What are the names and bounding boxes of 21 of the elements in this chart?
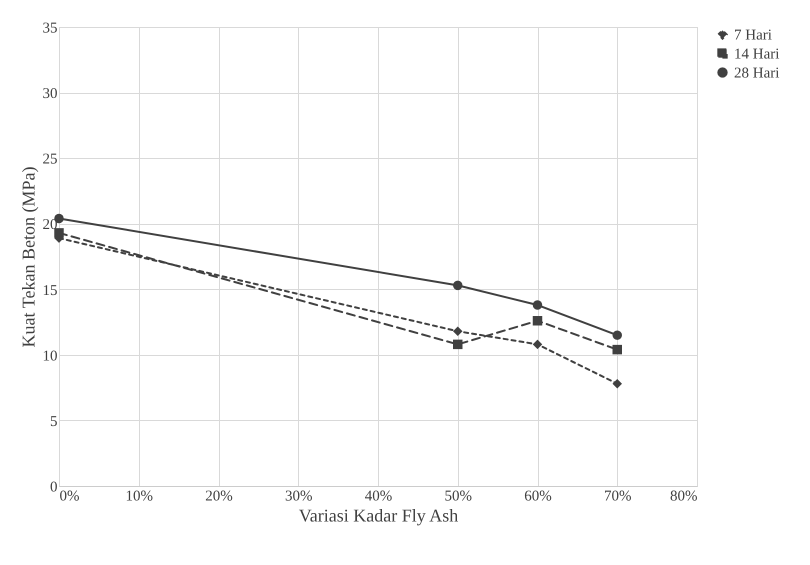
y-tick-label: 5 [50,414,58,430]
y-tick-label: 35 [42,20,58,36]
x-tick-label: 20% [205,488,233,504]
x-tick-label: 10% [126,488,153,504]
legend-label: 14 Hari [734,46,780,62]
x-tick-label: 40% [364,488,392,504]
y-tick-label: 0 [50,480,58,496]
x-tick-label: 30% [285,488,312,504]
legend-label: 28 Hari [734,66,780,82]
x-tick-label: 70% [604,488,632,504]
x-tick-label: 60% [524,488,552,504]
x-tick-label: 80% [670,488,698,504]
y-tick-label: 10 [42,348,58,364]
x-tick-label: 50% [444,488,472,504]
legend-label: 7 Hari [734,28,772,44]
y-axis-title: Kuat Tekan Beton (MPa) [18,166,38,348]
y-tick-label: 15 [42,282,58,299]
x-tick-label: 0% [60,488,80,504]
y-tick-label: 25 [42,152,58,168]
y-tick-label: 30 [42,86,58,102]
x-axis-title: Variasi Kadar Fly Ash [298,506,458,526]
